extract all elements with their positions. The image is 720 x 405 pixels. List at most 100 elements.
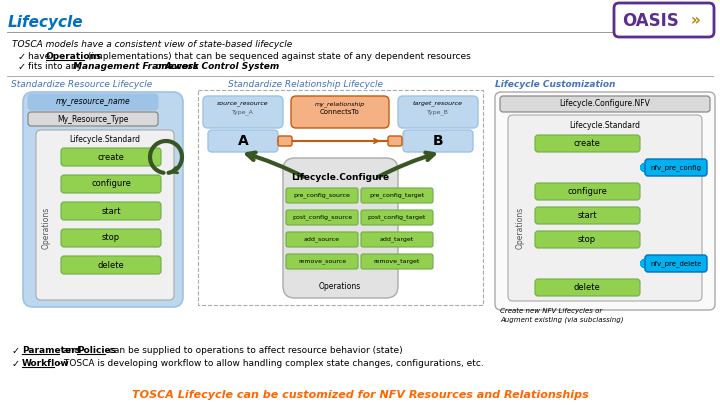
Text: »: » — [691, 13, 701, 28]
Text: (implementations) that can be sequenced against state of any dependent resources: (implementations) that can be sequenced … — [85, 52, 471, 61]
FancyBboxPatch shape — [495, 92, 715, 310]
FancyBboxPatch shape — [36, 130, 174, 300]
Text: Type_B: Type_B — [427, 109, 449, 115]
Text: Access Control System: Access Control System — [165, 62, 280, 71]
Text: source_resource: source_resource — [217, 101, 269, 106]
Text: Operations: Operations — [516, 207, 524, 249]
Text: TOSCA Lifecycle can be customized for NFV Resources and Relationships: TOSCA Lifecycle can be customized for NF… — [132, 390, 588, 400]
FancyBboxPatch shape — [500, 96, 710, 112]
Text: ✓: ✓ — [18, 62, 26, 72]
Text: Lifecycle: Lifecycle — [8, 15, 84, 30]
Text: create: create — [98, 153, 125, 162]
Text: - TOSCA is developing workflow to allow handling complex state changes, configur: - TOSCA is developing workflow to allow … — [55, 359, 484, 368]
FancyBboxPatch shape — [291, 96, 389, 128]
Text: configure: configure — [567, 187, 607, 196]
FancyBboxPatch shape — [61, 256, 161, 274]
FancyBboxPatch shape — [278, 136, 292, 146]
Text: OASIS: OASIS — [622, 12, 679, 30]
FancyBboxPatch shape — [361, 188, 433, 203]
FancyBboxPatch shape — [398, 96, 478, 128]
Text: delete: delete — [574, 283, 600, 292]
Text: Management Framework: Management Framework — [73, 62, 199, 71]
Text: create: create — [574, 139, 600, 148]
Text: and: and — [60, 346, 83, 355]
FancyBboxPatch shape — [535, 183, 640, 200]
Bar — [198, 90, 483, 305]
FancyBboxPatch shape — [403, 130, 473, 152]
Text: Augment existing (via subclassing): Augment existing (via subclassing) — [500, 316, 624, 323]
Text: pre_config_source: pre_config_source — [294, 193, 351, 198]
Text: Standardize Relationship Lifecycle: Standardize Relationship Lifecycle — [228, 80, 383, 89]
Text: remove_target: remove_target — [374, 259, 420, 264]
Text: Operations: Operations — [319, 282, 361, 291]
Text: configure: configure — [91, 179, 131, 188]
Text: Operations: Operations — [42, 207, 50, 249]
Text: post_config_source: post_config_source — [292, 215, 352, 220]
FancyBboxPatch shape — [283, 158, 398, 298]
Text: Workflow: Workflow — [22, 359, 70, 368]
FancyBboxPatch shape — [535, 135, 640, 152]
FancyBboxPatch shape — [28, 112, 158, 126]
FancyBboxPatch shape — [286, 210, 358, 225]
FancyBboxPatch shape — [361, 232, 433, 247]
Text: Lifecycle.Standard: Lifecycle.Standard — [570, 121, 641, 130]
Text: ConnectsTo: ConnectsTo — [320, 109, 360, 115]
FancyBboxPatch shape — [535, 279, 640, 296]
FancyBboxPatch shape — [61, 229, 161, 247]
FancyBboxPatch shape — [535, 207, 640, 224]
Text: fits into any: fits into any — [28, 62, 85, 71]
Text: can be supplied to operations to affect resource behavior (state): can be supplied to operations to affect … — [106, 346, 402, 355]
Text: start: start — [577, 211, 597, 220]
FancyBboxPatch shape — [203, 96, 283, 128]
Text: A: A — [238, 134, 248, 148]
Text: B: B — [433, 134, 444, 148]
Text: Operations: Operations — [46, 52, 102, 61]
FancyBboxPatch shape — [508, 115, 702, 301]
FancyBboxPatch shape — [61, 175, 161, 193]
FancyBboxPatch shape — [361, 210, 433, 225]
Text: ✓: ✓ — [12, 359, 20, 369]
FancyBboxPatch shape — [286, 254, 358, 269]
Text: Lifecycle.Configure: Lifecycle.Configure — [291, 173, 389, 182]
FancyBboxPatch shape — [361, 254, 433, 269]
Text: Type_A: Type_A — [232, 109, 254, 115]
Text: ✓: ✓ — [12, 346, 20, 356]
Text: nfv_pre_config: nfv_pre_config — [650, 164, 701, 171]
Text: nfv_pre_delete: nfv_pre_delete — [650, 260, 702, 267]
Text: Standardize Resource Lifecycle: Standardize Resource Lifecycle — [11, 80, 152, 89]
FancyBboxPatch shape — [61, 148, 161, 166]
Text: Create new NFV Lifecycles or: Create new NFV Lifecycles or — [500, 308, 602, 314]
FancyBboxPatch shape — [388, 136, 402, 146]
Text: add_target: add_target — [380, 237, 414, 242]
FancyBboxPatch shape — [28, 94, 158, 110]
Text: have: have — [28, 52, 53, 61]
Text: Policies: Policies — [77, 346, 116, 355]
Text: TOSCA models have a consistent view of state-based lifecycle: TOSCA models have a consistent view of s… — [12, 40, 292, 49]
Text: Lifecycle.Configure.NFV: Lifecycle.Configure.NFV — [559, 100, 650, 109]
Text: delete: delete — [98, 260, 125, 269]
FancyBboxPatch shape — [208, 130, 278, 152]
Text: My_Resource_Type: My_Resource_Type — [58, 115, 129, 124]
FancyBboxPatch shape — [645, 255, 707, 272]
Text: or: or — [153, 62, 168, 71]
Text: Parameters: Parameters — [22, 346, 81, 355]
Text: stop: stop — [102, 234, 120, 243]
Text: my_resource_name: my_resource_name — [55, 98, 130, 107]
Text: Lifecycle Customization: Lifecycle Customization — [495, 80, 616, 89]
Text: stop: stop — [578, 235, 596, 244]
FancyBboxPatch shape — [286, 232, 358, 247]
Text: Lifecycle.Standard: Lifecycle.Standard — [70, 135, 140, 144]
FancyBboxPatch shape — [535, 231, 640, 248]
Text: post_config_target: post_config_target — [368, 215, 426, 220]
Text: pre_config_target: pre_config_target — [369, 193, 425, 198]
FancyBboxPatch shape — [645, 159, 707, 176]
Text: ✓: ✓ — [18, 52, 26, 62]
Text: start: start — [102, 207, 121, 215]
FancyBboxPatch shape — [614, 3, 714, 37]
Text: target_resource: target_resource — [413, 101, 463, 107]
FancyBboxPatch shape — [286, 188, 358, 203]
Text: my_relationship: my_relationship — [315, 101, 365, 107]
FancyBboxPatch shape — [61, 202, 161, 220]
Text: remove_source: remove_source — [298, 259, 346, 264]
FancyBboxPatch shape — [23, 92, 183, 307]
